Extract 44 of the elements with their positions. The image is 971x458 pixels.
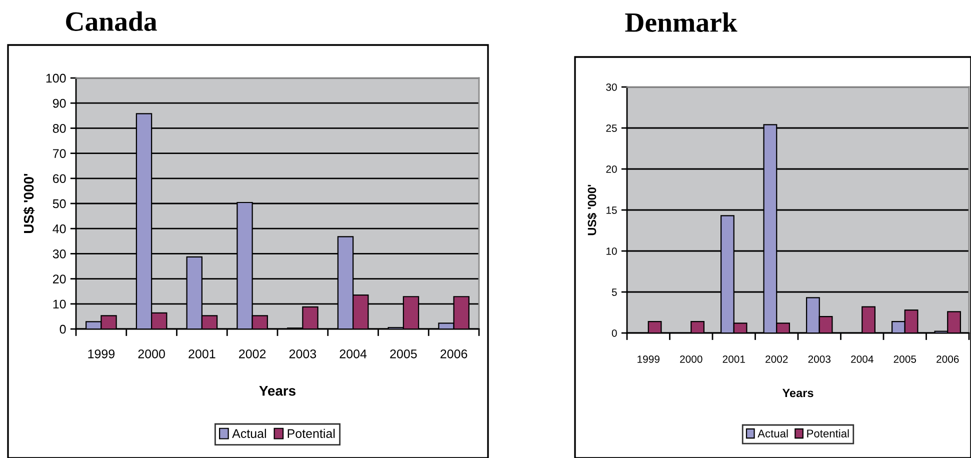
y-tick-label: 40 bbox=[52, 224, 66, 234]
x-tick-label: 2005 bbox=[894, 355, 916, 363]
y-tick-label: 100 bbox=[46, 74, 66, 83]
x-tick-label: 2000 bbox=[138, 349, 165, 358]
y-tick-label: 30 bbox=[606, 84, 617, 91]
y-tick-label: 90 bbox=[52, 98, 66, 108]
y-tick-label: 15 bbox=[606, 206, 617, 214]
x-tick-label: 2004 bbox=[851, 355, 874, 363]
x-tick-label: 1999 bbox=[638, 355, 660, 363]
y-tick-label: 10 bbox=[53, 300, 66, 309]
x-tick-label: 2004 bbox=[340, 349, 367, 358]
x-tick-label: 2002 bbox=[239, 349, 266, 358]
x-tick-label: 2006 bbox=[936, 355, 959, 363]
y-tick-label: 70 bbox=[53, 149, 66, 158]
x-tick-label: 2003 bbox=[808, 355, 831, 363]
y-tick-label: 25 bbox=[606, 124, 617, 132]
legend-label: Actual bbox=[758, 429, 788, 438]
x-axis-title: Years bbox=[782, 388, 814, 398]
y-axis-title: US$ '000' bbox=[23, 174, 35, 233]
y-axis-title: US$ '000' bbox=[587, 184, 597, 236]
chart-title: Canada bbox=[66, 11, 157, 31]
x-tick-label: 2006 bbox=[440, 349, 468, 358]
y-tick-label: 5 bbox=[612, 288, 617, 296]
legend-label: Actual bbox=[232, 428, 266, 438]
y-tick-label: 60 bbox=[53, 174, 66, 184]
x-axis-title: Years bbox=[259, 386, 296, 396]
y-tick-label: 0 bbox=[612, 330, 617, 337]
y-tick-label: 0 bbox=[60, 324, 66, 334]
chart-title: Denmark bbox=[625, 12, 738, 32]
y-tick-label: 10 bbox=[606, 248, 617, 255]
legend-label: Potential bbox=[288, 428, 335, 438]
y-tick-label: 30 bbox=[52, 250, 66, 258]
x-tick-label: 2001 bbox=[188, 349, 216, 358]
y-tick-label: 50 bbox=[52, 199, 66, 208]
y-tick-label: 20 bbox=[606, 166, 617, 173]
x-tick-label: 1999 bbox=[88, 349, 114, 358]
legend-label: Potential bbox=[807, 429, 849, 438]
x-tick-label: 2000 bbox=[680, 355, 702, 363]
y-tick-label: 20 bbox=[53, 274, 66, 284]
x-tick-label: 2001 bbox=[722, 355, 745, 363]
x-tick-label: 2003 bbox=[289, 349, 316, 358]
x-tick-label: 2005 bbox=[390, 349, 417, 358]
x-tick-label: 2002 bbox=[766, 355, 788, 363]
y-tick-label: 80 bbox=[52, 124, 66, 133]
